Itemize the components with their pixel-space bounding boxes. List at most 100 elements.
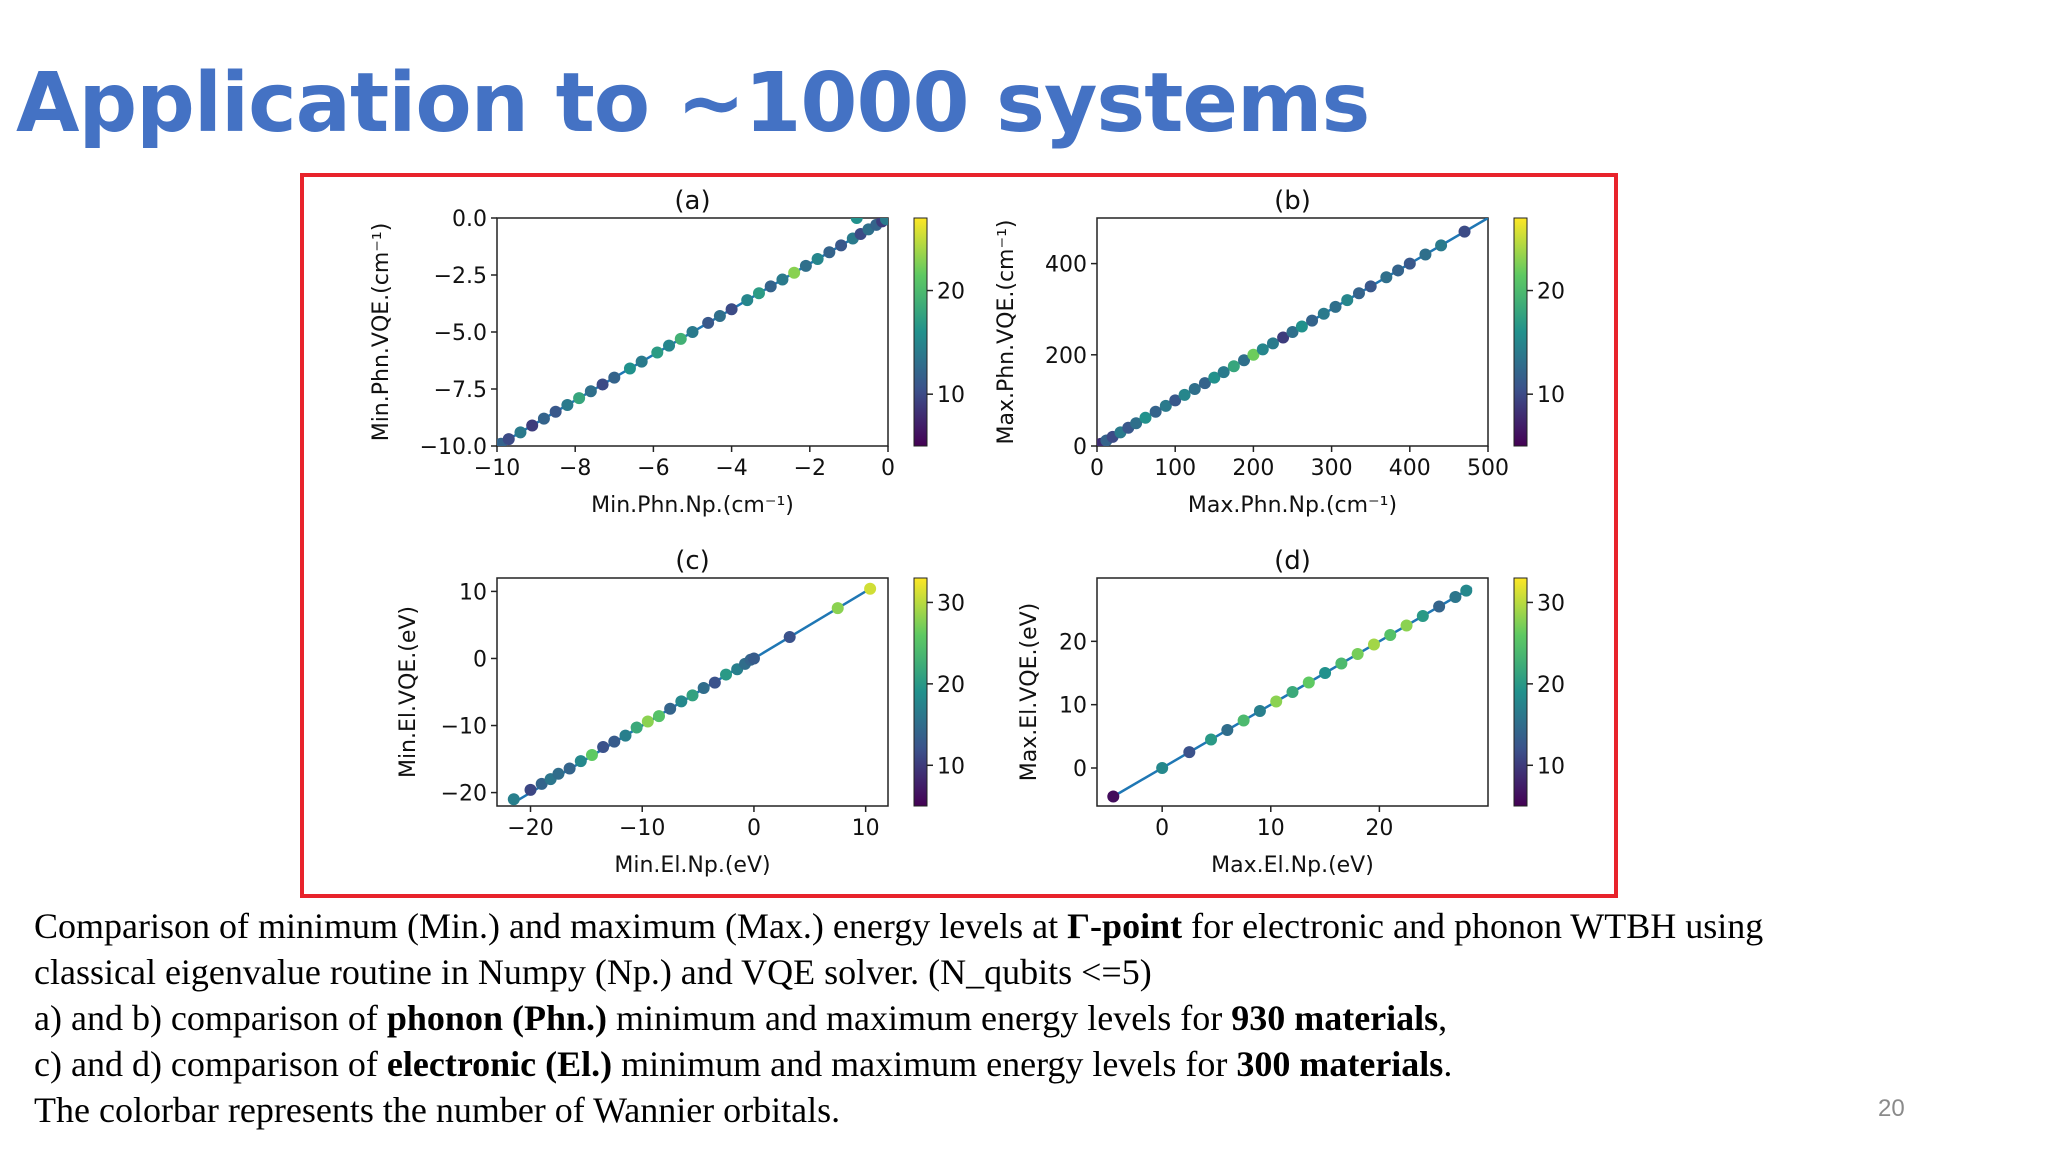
x-tick-label: 200 bbox=[1232, 456, 1274, 481]
x-tick-label: 0 bbox=[881, 456, 895, 481]
data-point bbox=[1217, 366, 1230, 379]
data-point bbox=[1149, 405, 1162, 418]
chart-panel-b: (b) 0 100 200 300 400 500 0 200 400 Max.Phn.Np.(cm… bbox=[994, 186, 1565, 518]
data-point bbox=[1295, 320, 1308, 333]
data-point bbox=[1329, 300, 1342, 313]
x-axis-label: Max.El.Np.(eV) bbox=[1211, 853, 1374, 878]
x-tick-label: 100 bbox=[1154, 456, 1196, 481]
data-point bbox=[697, 681, 710, 694]
caption-bold: 930 materials bbox=[1231, 998, 1439, 1038]
panel-title: (c) bbox=[675, 546, 710, 576]
data-point bbox=[1277, 331, 1290, 344]
x-tick-label: −10 bbox=[474, 456, 520, 481]
caption-text: , bbox=[1438, 998, 1448, 1038]
x-tick-label: 10 bbox=[852, 816, 880, 841]
data-point bbox=[585, 749, 598, 762]
data-point bbox=[549, 405, 562, 418]
data-point bbox=[1367, 638, 1380, 651]
colorbar-tick-label: 10 bbox=[937, 383, 965, 408]
caption: Comparison of minimum (Min.) and maximum… bbox=[34, 903, 1994, 1133]
data-point bbox=[507, 793, 520, 806]
data-point bbox=[524, 783, 537, 796]
x-tick-label: 20 bbox=[1365, 816, 1393, 841]
colorbar-tick-label: 10 bbox=[1537, 754, 1565, 779]
data-point bbox=[1270, 695, 1283, 708]
data-point bbox=[864, 582, 877, 595]
data-point bbox=[1392, 264, 1405, 277]
colorbar-tick-label: 10 bbox=[937, 754, 965, 779]
y-tick-label: −20 bbox=[441, 782, 487, 807]
y-tick-label: −2.5 bbox=[434, 264, 487, 289]
data-point bbox=[880, 218, 888, 226]
data-point bbox=[1227, 360, 1240, 373]
x-tick-label: 400 bbox=[1389, 456, 1431, 481]
y-axis-label: Min.Phn.VQE.(cm⁻¹) bbox=[369, 223, 394, 442]
data-point bbox=[752, 287, 765, 300]
panel-title: (d) bbox=[1274, 546, 1311, 576]
colorbar-tick-label: 20 bbox=[1537, 673, 1565, 698]
data-point bbox=[708, 676, 721, 689]
x-axis-label: Max.Phn.Np.(cm⁻¹) bbox=[1188, 493, 1397, 518]
y-tick-label: −10.0 bbox=[420, 435, 487, 460]
data-point bbox=[1364, 280, 1377, 293]
y-tick-label: 0 bbox=[1073, 435, 1087, 460]
data-point bbox=[623, 362, 636, 375]
caption-line-3: a) and b) comparison of phonon (Phn.) mi… bbox=[34, 995, 1994, 1041]
data-point bbox=[1139, 411, 1152, 424]
caption-text: for electronic and phonon WTBH using bbox=[1182, 906, 1764, 946]
data-point bbox=[1384, 629, 1397, 641]
data-point bbox=[783, 631, 796, 644]
data-point bbox=[526, 419, 539, 432]
data-point bbox=[1188, 383, 1201, 395]
data-point bbox=[823, 246, 836, 259]
data-point bbox=[1403, 257, 1416, 270]
data-point bbox=[741, 294, 754, 307]
data-point bbox=[1352, 287, 1365, 300]
data-point bbox=[535, 777, 548, 790]
y-tick-label: 400 bbox=[1045, 253, 1087, 278]
colorbar-tick-label: 30 bbox=[937, 591, 965, 616]
caption-text: minimum and maximum energy levels for bbox=[607, 998, 1232, 1038]
colorbar-tick-label: 20 bbox=[937, 280, 965, 305]
data-point bbox=[686, 689, 699, 702]
data-point bbox=[1247, 348, 1260, 361]
y-tick-label: 0 bbox=[1073, 757, 1087, 782]
colorbar bbox=[1513, 577, 1528, 807]
data-point bbox=[1286, 326, 1299, 338]
data-point bbox=[1169, 394, 1182, 407]
x-tick-label: −10 bbox=[619, 816, 665, 841]
x-tick-label: −8 bbox=[559, 456, 591, 481]
x-tick-label: −2 bbox=[794, 456, 826, 481]
x-tick-label: −6 bbox=[637, 456, 669, 481]
data-point bbox=[686, 326, 699, 338]
plot-marks bbox=[1107, 584, 1473, 803]
data-point bbox=[1286, 686, 1299, 698]
plot-marks bbox=[497, 218, 888, 446]
data-point bbox=[574, 755, 587, 768]
x-tick-label: 500 bbox=[1467, 456, 1509, 481]
data-point bbox=[635, 355, 648, 368]
plots-layer: (a)−10 −8 −6 −4 −2 00.0−2.5−5.0−7.5−10.0Min.P… bbox=[369, 186, 1565, 878]
x-tick-label: 0 bbox=[747, 816, 761, 841]
data-point bbox=[537, 412, 550, 425]
data-point bbox=[725, 303, 738, 316]
data-point bbox=[584, 385, 597, 398]
data-point bbox=[776, 273, 789, 286]
data-point bbox=[1256, 343, 1269, 356]
data-point bbox=[1341, 294, 1354, 307]
data-point bbox=[811, 253, 824, 266]
data-point bbox=[619, 729, 632, 742]
y-tick-label: 0 bbox=[473, 647, 487, 672]
y-tick-label: 10 bbox=[459, 580, 487, 605]
data-point bbox=[713, 310, 726, 323]
data-point bbox=[788, 266, 801, 279]
data-point bbox=[1107, 790, 1120, 803]
data-point bbox=[675, 695, 688, 708]
data-point bbox=[1156, 762, 1169, 774]
data-point bbox=[596, 378, 609, 391]
data-point bbox=[1306, 314, 1319, 327]
data-point bbox=[1237, 714, 1250, 727]
data-point bbox=[1253, 705, 1266, 717]
colorbar bbox=[913, 217, 928, 447]
